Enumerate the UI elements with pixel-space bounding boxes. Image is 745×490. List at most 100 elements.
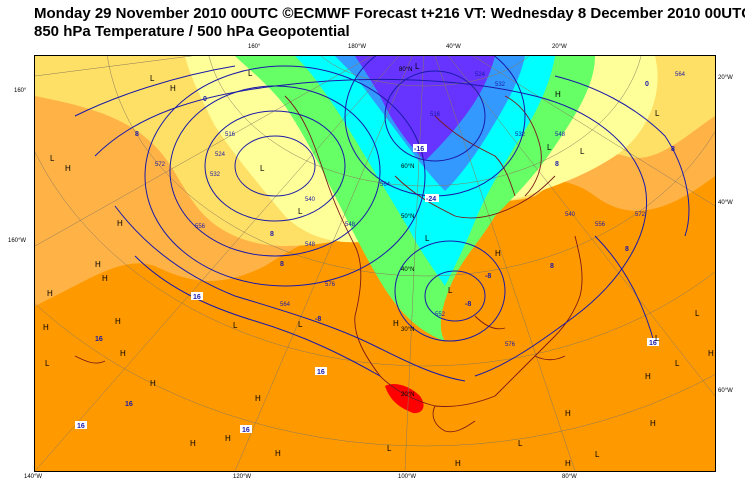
temp-label: 8 <box>280 261 284 268</box>
lat-label: 40°N <box>401 267 414 273</box>
low-label: L <box>50 154 55 163</box>
purple-zone <box>355 56 495 161</box>
weather-map: 16 16 16 16 16 -16 -24 8 0 8 8 8 -8 16 8… <box>34 55 716 472</box>
temp-label: 0 <box>203 96 207 103</box>
chart-title: Monday 29 November 2010 00UTC ©ECMWF For… <box>34 5 745 22</box>
high-label: H <box>650 419 656 428</box>
low-label: L <box>675 359 680 368</box>
lon-label: 120°W <box>233 474 252 480</box>
lat-label: 50°N <box>401 214 414 220</box>
high-label: H <box>393 319 399 328</box>
low-label: L <box>415 62 420 71</box>
geo-label: 516 <box>225 132 236 138</box>
lon-label: 20°W <box>552 44 567 50</box>
high-label: H <box>645 372 651 381</box>
temp-label-box <box>647 338 659 346</box>
lat-edge-label: 160° <box>14 88 27 94</box>
low-label: L <box>595 450 600 459</box>
low-label: L <box>150 74 155 83</box>
lat-label: 80°N <box>399 67 412 73</box>
low-label: L <box>233 321 238 330</box>
lon-label: 80°W <box>562 474 577 480</box>
high-label: H <box>47 289 53 298</box>
temp-label: -24 <box>426 196 436 203</box>
geo-label: 564 <box>675 72 686 78</box>
lon-label: 140°W <box>24 474 43 480</box>
temp-label: 0 <box>645 81 649 88</box>
geo-label: 556 <box>195 224 206 230</box>
red-zone <box>385 384 424 414</box>
latitude-labels: 80°N 60°N 50°N 40°N 30°N 20°N <box>399 67 414 398</box>
high-label: H <box>495 249 501 258</box>
geo-label: 540 <box>565 212 576 218</box>
temp-label: 16 <box>193 294 201 301</box>
temp-label: 16 <box>317 369 325 376</box>
high-label: H <box>43 323 49 332</box>
lon-label: 180°W <box>348 44 367 50</box>
geo-label: 540 <box>305 197 316 203</box>
lon-label: 160° <box>248 44 261 50</box>
temp-label-box <box>315 367 327 375</box>
high-label: H <box>565 409 571 418</box>
high-label: H <box>115 317 121 326</box>
low-label: L <box>655 334 660 343</box>
high-label: H <box>275 449 281 458</box>
temp-label: -8 <box>485 273 491 280</box>
temp-label: 16 <box>649 340 657 347</box>
high-label: H <box>117 219 123 228</box>
temp-label: 8 <box>555 161 559 168</box>
temp-label: 8 <box>550 263 554 270</box>
temp-label: 16 <box>95 336 103 343</box>
geo-label: 572 <box>635 212 646 218</box>
lon-label: 40°W <box>446 44 461 50</box>
lat-label: 60°N <box>401 164 414 170</box>
low-label: L <box>547 143 552 152</box>
geo-label: 548 <box>555 132 566 138</box>
high-label: H <box>65 164 71 173</box>
geo-label: 532 <box>515 132 526 138</box>
high-label: H <box>455 459 461 468</box>
geo-label: 548 <box>305 242 316 248</box>
temp-label: 8 <box>135 131 139 138</box>
temp-label: 8 <box>270 231 274 238</box>
high-label: H <box>190 439 196 448</box>
low-label: L <box>248 69 253 78</box>
geopotential-labels: 516 524 532 540 548 556 572 576 540 556 … <box>155 72 686 348</box>
temp-label-box <box>191 292 203 300</box>
low-label: L <box>45 359 50 368</box>
high-label: H <box>102 274 108 283</box>
lat-edge-label: 40°W <box>718 200 733 206</box>
coastlines <box>74 95 583 433</box>
temperature-labels: 16 16 16 16 16 -16 -24 8 0 8 8 8 -8 16 8… <box>75 81 675 434</box>
low-label: L <box>580 147 585 156</box>
high-label: H <box>95 260 101 269</box>
temp-label: -8 <box>315 316 321 323</box>
geo-label: 564 <box>380 182 391 188</box>
low-label: L <box>695 309 700 318</box>
lat-label: 30°N <box>401 327 414 333</box>
lat-edge-label: 60°W <box>718 388 733 394</box>
low-label: L <box>387 444 392 453</box>
temp-label: -8 <box>465 301 471 308</box>
lat-edge-label: 20°W <box>718 75 733 81</box>
low-label: L <box>425 234 430 243</box>
map-canvas: 16 16 16 16 16 -16 -24 8 0 8 8 8 -8 16 8… <box>35 56 715 471</box>
temp-label-box <box>75 421 87 429</box>
geo-label: 524 <box>475 72 486 78</box>
high-label: H <box>225 434 231 443</box>
geo-label: 532 <box>210 172 221 178</box>
geo-label: 576 <box>505 342 516 348</box>
high-label: H <box>555 90 561 99</box>
temp-label-box <box>413 144 427 152</box>
low-label: L <box>298 320 303 329</box>
temp-label: 16 <box>125 401 133 408</box>
low-label: L <box>518 439 523 448</box>
low-label: L <box>448 286 453 295</box>
temp-label: 8 <box>671 146 675 153</box>
chart-subtitle: 850 hPa Temperature / 500 hPa Geopotenti… <box>34 23 350 40</box>
high-label: H <box>708 349 714 358</box>
geo-label: 524 <box>215 152 226 158</box>
temp-label: -16 <box>414 146 424 153</box>
geo-label: 556 <box>595 222 606 228</box>
temp-label: 16 <box>242 427 250 434</box>
